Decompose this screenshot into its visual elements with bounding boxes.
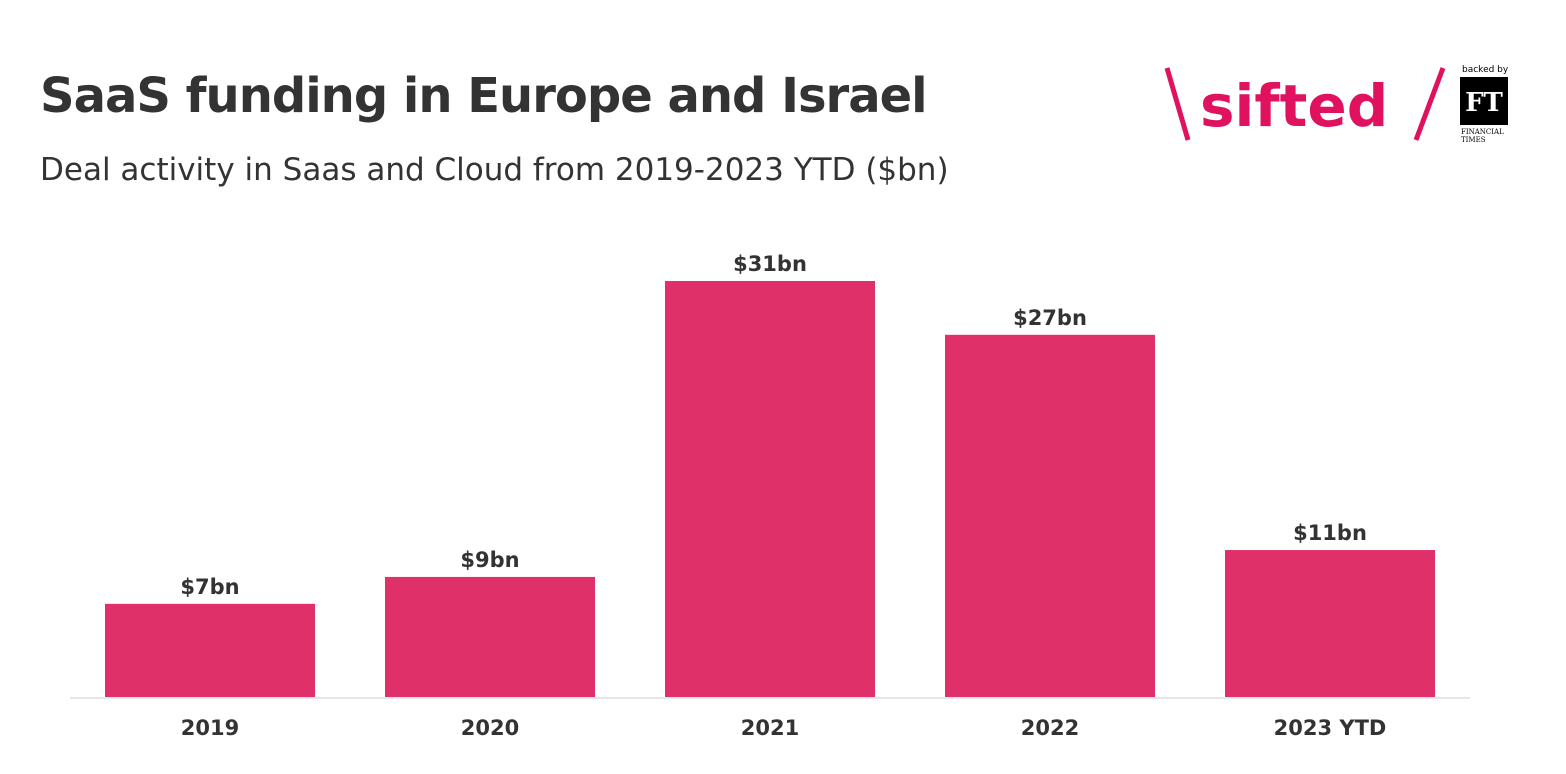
chart-subtitle: Deal activity in Saas and Cloud from 201… bbox=[40, 152, 949, 188]
bar-2023-ytd bbox=[1225, 550, 1435, 698]
x-tick-labels-group: 2019 2020 2021 2022 2023 YTD bbox=[181, 716, 1387, 740]
ft-logo-square bbox=[1460, 77, 1508, 125]
chart-title: SaaS funding in Europe and Israel bbox=[40, 68, 928, 124]
ft-name-line2: TIMES bbox=[1461, 136, 1486, 144]
value-label: $31bn bbox=[733, 252, 807, 276]
ft-monogram: FT bbox=[1465, 88, 1503, 118]
sifted-wordmark: sifted bbox=[1200, 72, 1388, 140]
ft-name-line1: FINANCIAL bbox=[1461, 128, 1504, 136]
logo-backslash-mark bbox=[1164, 67, 1191, 141]
x-tick-label: 2022 bbox=[1021, 716, 1079, 740]
bar-2019 bbox=[105, 603, 315, 698]
x-tick-label: 2019 bbox=[181, 716, 239, 740]
logo-slash-mark bbox=[1413, 67, 1446, 141]
bars-group bbox=[105, 281, 1435, 698]
value-label: $9bn bbox=[460, 548, 519, 572]
bar-2020 bbox=[385, 576, 595, 698]
x-tick-label: 2020 bbox=[461, 716, 519, 740]
x-tick-label: 2023 YTD bbox=[1274, 716, 1387, 740]
bar-chart: $7bn $9bn $31bn $27bn $11bn 2019 2020 2021 2022… bbox=[70, 252, 1470, 740]
bar-2021 bbox=[665, 281, 875, 698]
value-label: $11bn bbox=[1293, 521, 1367, 545]
x-tick-label: 2021 bbox=[741, 716, 799, 740]
value-labels-group: $7bn $9bn $31bn $27bn $11bn bbox=[180, 252, 1367, 599]
value-label: $7bn bbox=[180, 575, 239, 599]
sifted-ft-logo: sifted backed by FT FINANCIAL TIMES bbox=[1164, 65, 1509, 144]
value-label: $27bn bbox=[1013, 306, 1087, 330]
backed-by-label: backed by bbox=[1462, 65, 1509, 75]
bar-2022 bbox=[945, 334, 1155, 698]
